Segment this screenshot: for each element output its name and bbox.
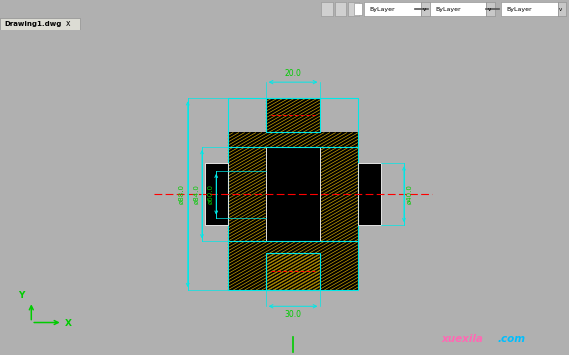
Bar	[486, 2, 495, 16]
Bar	[228, 241, 358, 290]
Bar	[421, 2, 430, 16]
Bar	[205, 163, 228, 225]
Text: ø60.0: ø60.0	[207, 184, 213, 204]
Bar	[266, 147, 320, 241]
Bar	[266, 147, 320, 241]
Bar	[266, 98, 320, 132]
Bar	[430, 2, 486, 16]
Bar	[358, 163, 381, 225]
Bar	[354, 3, 362, 15]
Text: ø40.0: ø40.0	[407, 184, 413, 204]
Text: ByLayer: ByLayer	[435, 6, 461, 12]
Text: 30.0: 30.0	[284, 310, 302, 319]
Text: v: v	[423, 6, 426, 12]
Text: ø88.0: ø88.0	[179, 184, 185, 204]
Text: 20.0: 20.0	[284, 69, 302, 78]
Bar	[0, 18, 80, 30]
Text: ByLayer: ByLayer	[370, 6, 395, 12]
Bar	[320, 147, 358, 241]
Bar	[228, 98, 358, 290]
Text: v: v	[488, 6, 492, 12]
Bar	[266, 98, 320, 132]
Bar	[558, 2, 566, 16]
Text: x: x	[65, 20, 70, 28]
Bar	[321, 2, 333, 16]
Text: ByLayer: ByLayer	[506, 6, 532, 12]
Bar	[358, 163, 381, 225]
Bar	[228, 147, 266, 241]
Text: .com: .com	[498, 334, 526, 344]
Text: ø84.0: ø84.0	[193, 184, 199, 204]
Bar	[205, 163, 228, 225]
Bar	[335, 2, 346, 16]
Bar	[501, 2, 558, 16]
Text: X: X	[65, 320, 72, 328]
Text: xuexila: xuexila	[441, 334, 483, 344]
Text: v: v	[559, 6, 563, 12]
Text: Drawing1.dwg: Drawing1.dwg	[5, 21, 62, 27]
Text: Y: Y	[18, 291, 24, 300]
Bar	[266, 253, 320, 290]
Bar	[364, 2, 421, 16]
Bar	[228, 132, 358, 147]
Bar	[348, 2, 359, 16]
Bar	[266, 253, 320, 290]
